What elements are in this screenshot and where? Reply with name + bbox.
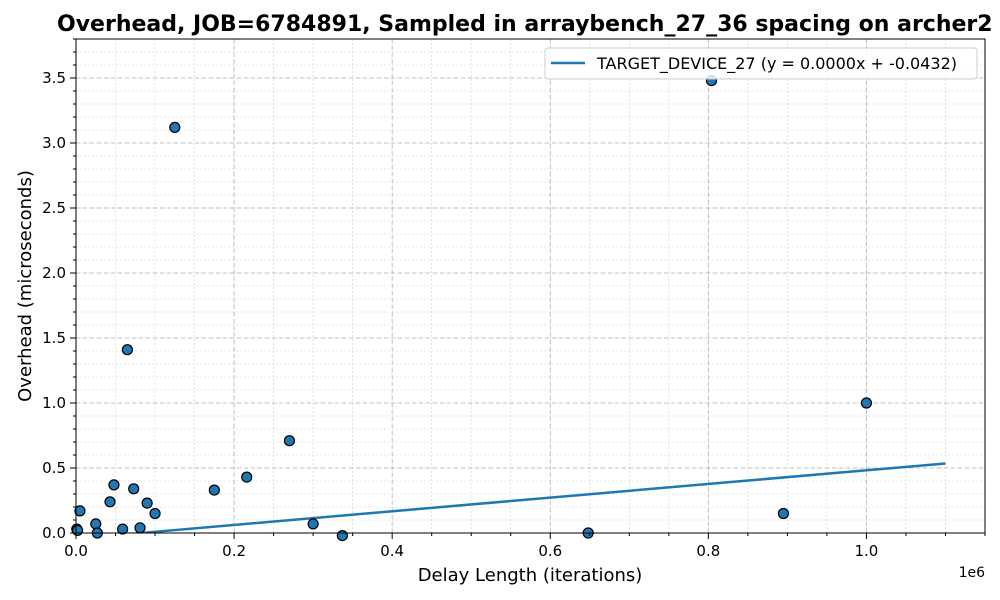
data-point [108, 479, 120, 491]
data-point [336, 529, 348, 542]
y-axis-ticks: 0.0 0.5 1.0 1.5 2.0 2.5 3.0 3.5 [42, 38, 76, 542]
scatter-points [71, 74, 873, 542]
data-point [860, 397, 873, 409]
data-point [307, 518, 319, 530]
x-axis-label: Delay Length (iterations) [418, 565, 643, 586]
x-tick-label: 0.4 [380, 542, 404, 560]
x-tick-label: 0.0 [64, 542, 88, 560]
y-tick-label: 2.0 [42, 264, 66, 282]
chart-title: Overhead, JOB=6784891, Sampled in arrayb… [57, 12, 993, 37]
x-axis-offset-label: 1e6 [959, 565, 986, 581]
y-tick-label: 0.0 [42, 524, 66, 542]
data-point [283, 435, 296, 447]
data-point [71, 524, 84, 537]
data-point [104, 496, 116, 508]
series-lines [126, 462, 946, 533]
x-tick-label: 0.8 [696, 542, 720, 560]
y-tick-label: 1.5 [42, 329, 66, 347]
data-point [117, 523, 129, 535]
x-tick-label: 0.6 [538, 542, 562, 560]
y-tick-label: 2.5 [42, 199, 66, 217]
data-point [777, 507, 790, 520]
legend-entry-label: TARGET_DEVICE_27 (y = 0.0000x + -0.0432) [596, 54, 957, 74]
y-tick-label: 3.0 [42, 134, 66, 152]
data-point [134, 522, 146, 534]
y-tick-label: 3.5 [42, 69, 66, 87]
data-point [169, 121, 181, 134]
y-axis-label: Overhead (microseconds) [15, 170, 36, 402]
data-point [241, 471, 253, 483]
plot-area [71, 74, 946, 542]
y-tick-label: 0.5 [42, 459, 66, 477]
data-point [74, 505, 86, 517]
legend: TARGET_DEVICE_27 (y = 0.0000x + -0.0432) [544, 47, 978, 80]
data-point [121, 344, 133, 356]
regression-line [126, 462, 946, 533]
x-tick-label: 0.2 [222, 542, 246, 560]
x-tick-label: 1.0 [855, 542, 879, 560]
x-axis-ticks: 0.0 0.2 0.4 0.6 0.8 1.0 [64, 533, 986, 560]
y-tick-label: 1.0 [42, 394, 66, 412]
data-point [128, 483, 140, 495]
data-point [149, 507, 161, 520]
data-point [141, 497, 153, 509]
data-point [208, 484, 220, 496]
legend-box [544, 47, 978, 80]
minor-grid [75, 38, 986, 534]
data-point [90, 518, 102, 530]
